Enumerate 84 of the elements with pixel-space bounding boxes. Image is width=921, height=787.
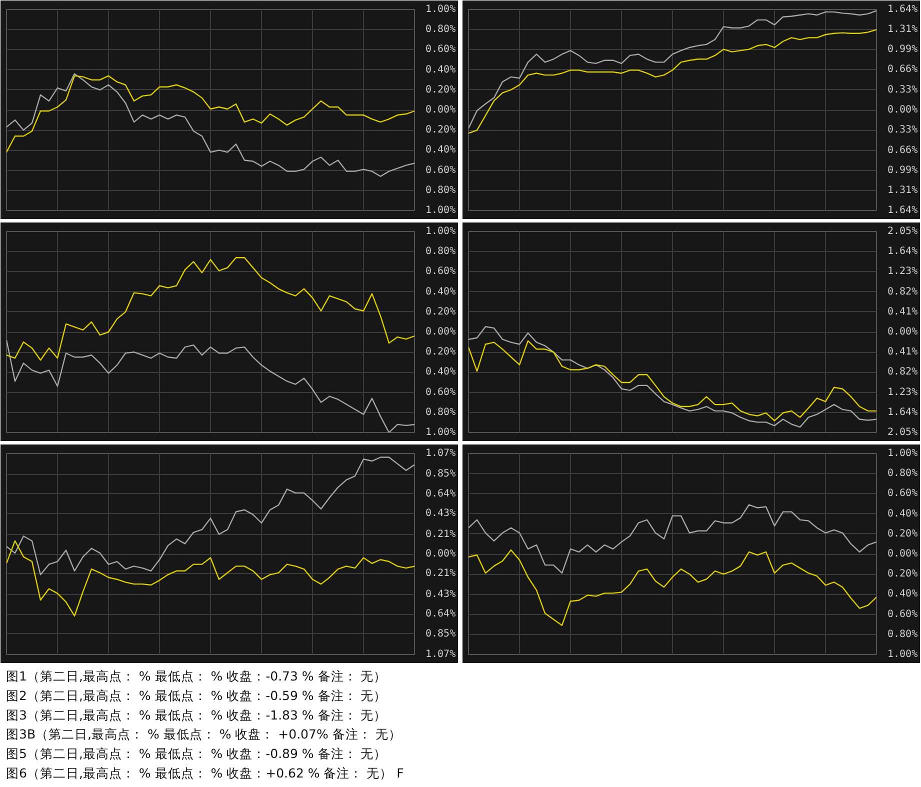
y-tick-label: 0.64% bbox=[426, 488, 456, 500]
line-series bbox=[468, 326, 876, 428]
y-tick-label: 1.64% bbox=[888, 406, 918, 418]
y-tick-label: 1.23% bbox=[888, 386, 918, 398]
y-tick-label: 0.43% bbox=[426, 508, 456, 520]
y-tick-label: 1.64% bbox=[888, 4, 918, 15]
y-tick-label: 0.80% bbox=[888, 468, 918, 480]
y-tick-label: 0.33% bbox=[888, 124, 918, 136]
line-series bbox=[6, 257, 414, 361]
y-tick-label: 0.00% bbox=[426, 326, 456, 338]
y-tick-label: 1.31% bbox=[888, 24, 918, 36]
y-tick-label: 0.80% bbox=[426, 246, 456, 258]
y-tick-label: 1.00% bbox=[888, 448, 918, 459]
y-tick-label: 0.00% bbox=[888, 326, 918, 338]
y-tick-label: 0.60% bbox=[426, 386, 456, 398]
y-tick-label: 1.64% bbox=[888, 246, 918, 258]
y-tick-label: 0.64% bbox=[426, 608, 456, 620]
y-tick-label: 0.82% bbox=[888, 286, 918, 298]
y-tick-label: 2.05% bbox=[888, 427, 918, 438]
y-tick-label: 0.20% bbox=[426, 124, 456, 136]
caption: 图5（第二日,最高点： % 最低点： % 收盘：-0.89 % 备注： 无） bbox=[6, 746, 387, 761]
y-tick-label: 0.00% bbox=[888, 548, 918, 560]
y-tick-label: 0.66% bbox=[888, 144, 918, 156]
y-tick-label: 0.99% bbox=[888, 165, 918, 176]
y-tick-label: 0.00% bbox=[888, 104, 918, 116]
y-tick-label: 0.85% bbox=[426, 628, 456, 640]
y-tick-label: 1.00% bbox=[426, 205, 456, 216]
line-series bbox=[6, 540, 414, 617]
y-tick-label: 0.20% bbox=[426, 306, 456, 318]
line-series bbox=[6, 456, 414, 576]
line-series bbox=[6, 75, 414, 153]
y-tick-label: 0.60% bbox=[426, 164, 456, 176]
y-tick-label: 0.43% bbox=[426, 588, 456, 600]
y-tick-label: 1.64% bbox=[888, 205, 918, 216]
y-tick-label: 0.80% bbox=[426, 184, 456, 196]
y-tick-label: 0.33% bbox=[888, 84, 918, 96]
y-tick-label: 1.00% bbox=[888, 649, 918, 660]
caption: 图3B（第二日,最高点： % 最低点： % 收盘： +0.07% 备注： 无） bbox=[6, 726, 402, 742]
caption: 图3（第二日,最高点： % 最低点： % 收盘：-1.83 % 备注： 无） bbox=[6, 707, 387, 722]
caption: 图1（第二日,最高点： % 最低点： % 收盘：-0.73 % 备注： 无） bbox=[6, 668, 387, 684]
y-tick-label: 1.23% bbox=[888, 266, 918, 278]
y-tick-label: 0.20% bbox=[426, 346, 456, 358]
y-tick-label: 0.80% bbox=[426, 406, 456, 418]
line-series bbox=[468, 340, 876, 422]
y-tick-label: 0.40% bbox=[426, 144, 456, 156]
y-tick-label: 0.40% bbox=[426, 286, 456, 298]
y-tick-label: 0.85% bbox=[426, 468, 456, 480]
y-tick-label: 1.31% bbox=[888, 184, 918, 196]
y-tick-label: 0.41% bbox=[888, 346, 918, 358]
y-tick-label: 1.00% bbox=[426, 4, 456, 15]
y-tick-label: 0.60% bbox=[426, 44, 456, 56]
y-tick-label: 0.99% bbox=[888, 44, 918, 55]
y-tick-label: 0.41% bbox=[888, 306, 918, 318]
y-tick-label: 0.00% bbox=[426, 548, 456, 560]
line-series bbox=[6, 339, 414, 432]
y-tick-label: 0.20% bbox=[888, 568, 918, 580]
y-tick-label: 1.00% bbox=[426, 226, 456, 237]
y-tick-label: 1.07% bbox=[426, 448, 456, 459]
caption: 图2（第二日,最高点： % 最低点： % 收盘：-0.59 % 备注： 无） bbox=[6, 688, 387, 703]
y-tick-label: 0.20% bbox=[426, 84, 456, 96]
y-tick-label: 0.82% bbox=[888, 366, 918, 378]
y-tick-label: 0.00% bbox=[426, 104, 456, 116]
y-tick-label: 1.07% bbox=[426, 649, 456, 660]
line-series bbox=[468, 10, 876, 129]
line-series bbox=[468, 504, 876, 574]
y-tick-label: 2.05% bbox=[888, 226, 918, 237]
y-tick-label: 0.40% bbox=[888, 508, 918, 520]
y-tick-label: 0.60% bbox=[888, 608, 918, 620]
caption: 图6（第二日,最高点： % 最低点： % 收盘：+0.62 % 备注： 无） F bbox=[6, 765, 404, 780]
y-tick-label: 0.80% bbox=[888, 628, 918, 640]
line-series bbox=[6, 73, 414, 177]
y-tick-label: 0.40% bbox=[426, 366, 456, 378]
line-series bbox=[468, 29, 876, 134]
y-tick-label: 0.60% bbox=[426, 266, 456, 278]
line-series bbox=[468, 549, 876, 626]
y-tick-label: 0.60% bbox=[888, 488, 918, 500]
y-tick-label: 0.40% bbox=[888, 588, 918, 600]
y-tick-label: 0.40% bbox=[426, 64, 456, 76]
y-tick-label: 0.20% bbox=[888, 528, 918, 540]
y-tick-label: 0.21% bbox=[426, 568, 456, 580]
y-tick-label: 0.66% bbox=[888, 64, 918, 76]
y-tick-label: 0.21% bbox=[426, 528, 456, 540]
y-tick-label: 1.00% bbox=[426, 427, 456, 438]
y-tick-label: 0.80% bbox=[426, 24, 456, 36]
